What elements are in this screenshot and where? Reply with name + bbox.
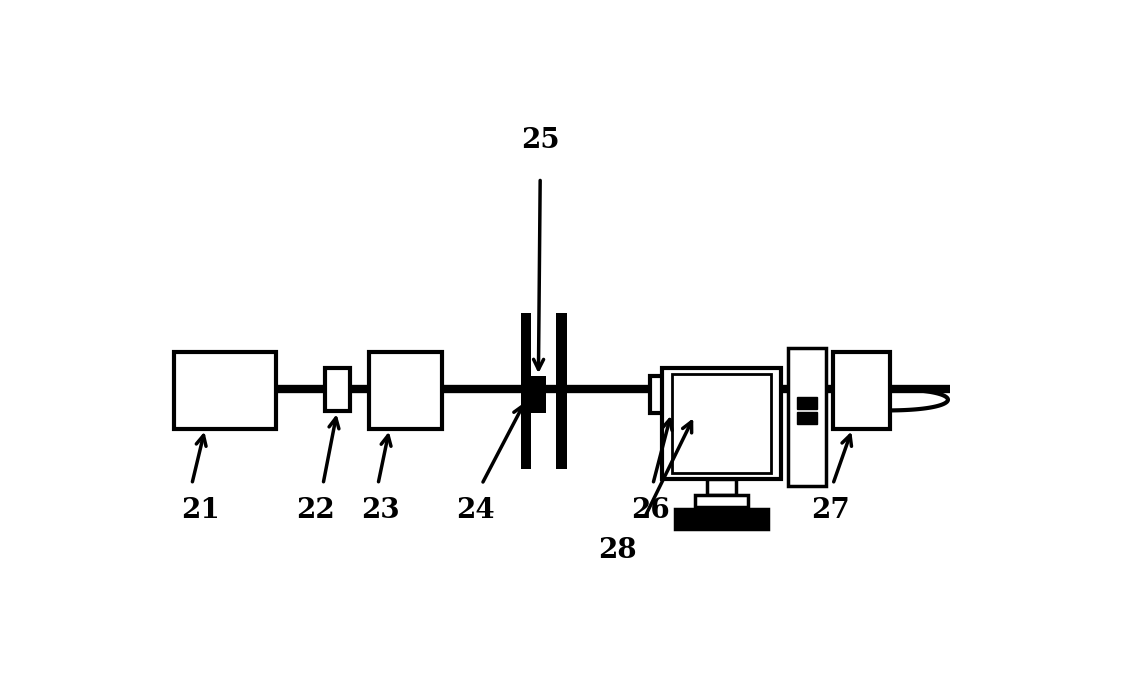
Bar xyxy=(556,313,566,469)
Bar xyxy=(325,368,350,412)
Bar xyxy=(174,352,276,429)
Text: 23: 23 xyxy=(362,497,400,524)
Text: 24: 24 xyxy=(456,497,495,524)
Bar xyxy=(788,348,826,486)
Bar xyxy=(797,398,817,409)
Bar xyxy=(661,368,781,480)
Text: 25: 25 xyxy=(521,127,559,154)
Bar xyxy=(521,313,531,469)
Bar xyxy=(833,352,890,429)
Text: 26: 26 xyxy=(630,497,669,524)
Bar xyxy=(370,352,442,429)
Bar xyxy=(797,412,817,424)
Text: 21: 21 xyxy=(181,497,220,524)
Text: 27: 27 xyxy=(811,497,850,524)
Bar xyxy=(531,376,547,413)
Text: 22: 22 xyxy=(296,497,335,524)
Bar xyxy=(673,374,771,473)
Bar xyxy=(675,509,768,530)
Bar xyxy=(707,480,736,495)
Bar xyxy=(650,376,693,413)
Text: 28: 28 xyxy=(598,537,637,564)
Bar xyxy=(694,495,748,507)
